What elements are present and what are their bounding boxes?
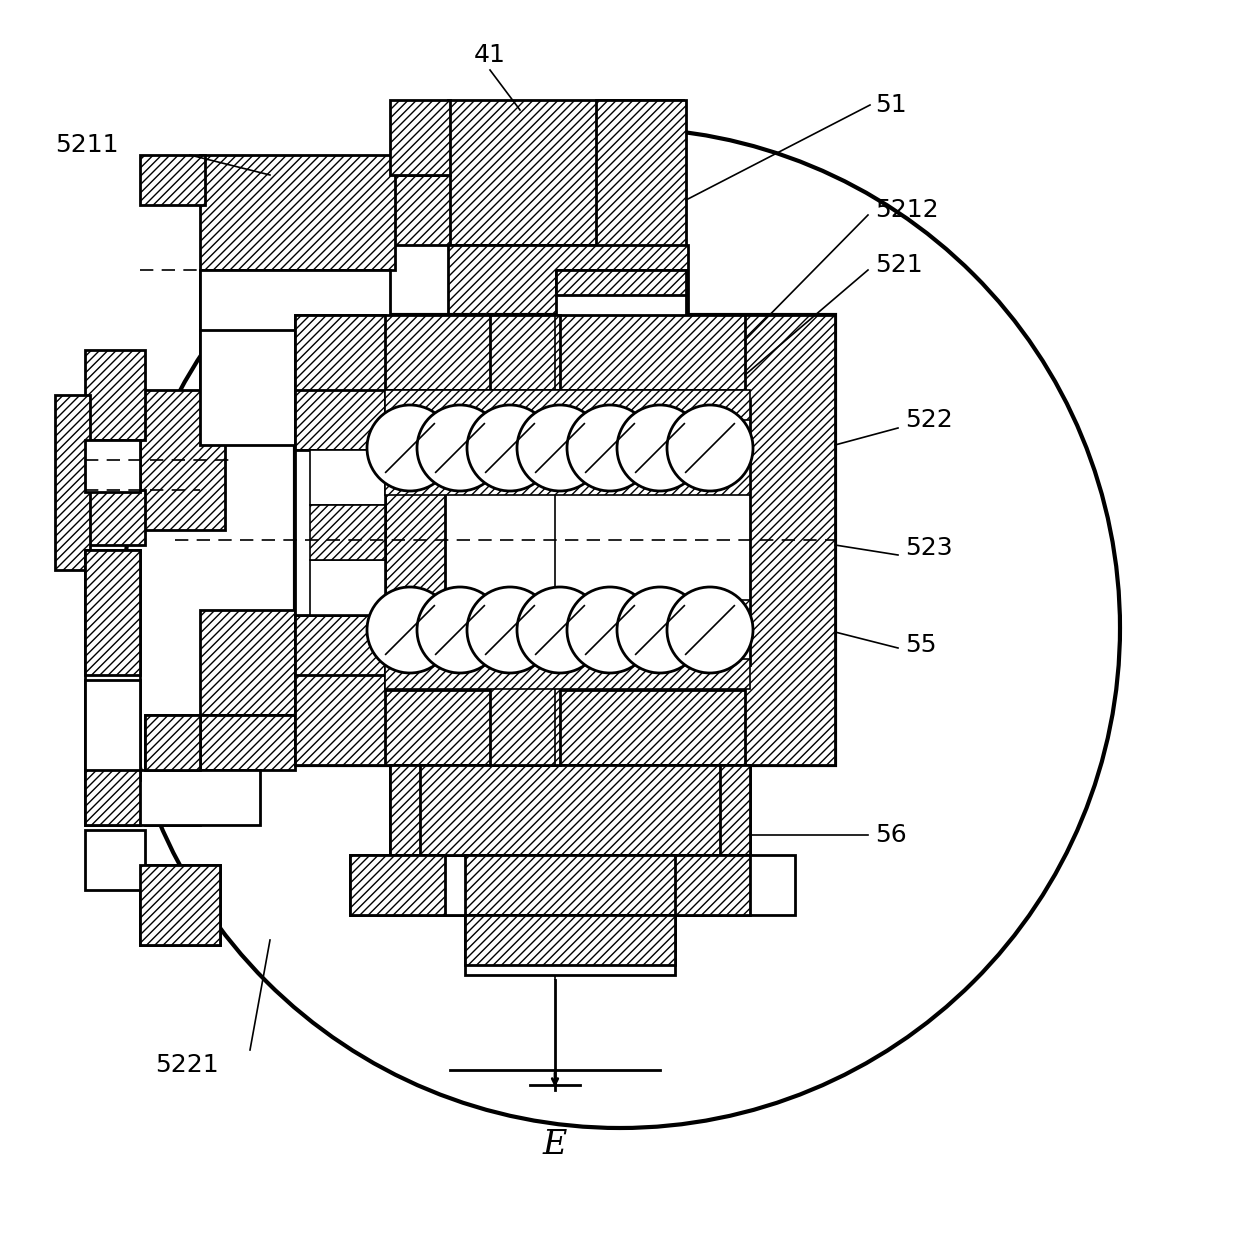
Bar: [140, 391, 224, 530]
Text: 521: 521: [875, 252, 923, 278]
Bar: [350, 855, 795, 916]
Text: 51: 51: [875, 93, 906, 117]
Circle shape: [367, 587, 453, 673]
Text: 5221: 5221: [155, 1053, 218, 1076]
Bar: [86, 770, 260, 825]
Bar: [711, 765, 750, 855]
Bar: [384, 659, 750, 690]
Bar: [556, 270, 686, 295]
Bar: [465, 855, 675, 916]
Circle shape: [517, 587, 603, 673]
Bar: [145, 715, 200, 770]
Circle shape: [618, 404, 703, 491]
Text: 56: 56: [875, 823, 906, 847]
Circle shape: [467, 404, 553, 491]
Circle shape: [467, 587, 553, 673]
Bar: [465, 916, 675, 965]
Bar: [465, 916, 675, 975]
Bar: [55, 394, 91, 570]
Bar: [745, 315, 835, 765]
Text: 41: 41: [474, 43, 506, 67]
Bar: [86, 350, 145, 440]
Bar: [384, 391, 750, 420]
Circle shape: [667, 587, 753, 673]
Bar: [384, 467, 750, 495]
Circle shape: [120, 128, 1120, 1128]
Bar: [140, 865, 219, 945]
Bar: [86, 679, 140, 780]
Bar: [200, 330, 295, 391]
Bar: [200, 270, 300, 445]
Bar: [596, 100, 686, 300]
Bar: [295, 615, 384, 674]
Bar: [295, 315, 384, 765]
Bar: [86, 550, 140, 770]
Bar: [86, 830, 145, 891]
Bar: [420, 765, 720, 855]
Text: 5211: 5211: [55, 133, 119, 157]
Bar: [86, 490, 145, 545]
Bar: [310, 505, 384, 560]
Bar: [384, 391, 445, 674]
Circle shape: [667, 404, 753, 491]
Bar: [391, 765, 750, 855]
Bar: [295, 450, 384, 615]
Bar: [350, 855, 445, 916]
Bar: [310, 560, 384, 615]
Text: 5212: 5212: [875, 198, 939, 222]
Text: 522: 522: [905, 408, 952, 432]
Bar: [391, 175, 450, 245]
Bar: [295, 690, 835, 765]
Bar: [86, 770, 140, 825]
Bar: [145, 770, 200, 825]
Bar: [295, 315, 835, 391]
Bar: [490, 674, 560, 765]
Bar: [490, 315, 560, 391]
Bar: [384, 399, 750, 664]
Bar: [140, 865, 219, 945]
Bar: [200, 270, 391, 330]
Circle shape: [417, 587, 503, 673]
Bar: [200, 154, 396, 270]
Text: 523: 523: [905, 536, 952, 560]
Bar: [384, 600, 750, 628]
Bar: [391, 765, 430, 855]
Bar: [556, 270, 686, 320]
Bar: [295, 391, 384, 450]
Bar: [448, 245, 688, 315]
Bar: [145, 715, 200, 770]
Bar: [391, 100, 450, 175]
Bar: [140, 154, 205, 205]
Circle shape: [517, 404, 603, 491]
Bar: [310, 450, 384, 505]
Bar: [200, 715, 295, 770]
Circle shape: [417, 404, 503, 491]
Circle shape: [618, 587, 703, 673]
Bar: [200, 610, 295, 715]
Circle shape: [367, 404, 453, 491]
Bar: [655, 855, 750, 916]
Circle shape: [567, 404, 653, 491]
Circle shape: [567, 587, 653, 673]
Bar: [295, 315, 835, 765]
Bar: [86, 440, 140, 492]
Bar: [420, 765, 720, 916]
Bar: [86, 550, 140, 674]
Text: 55: 55: [905, 633, 936, 657]
Text: E: E: [543, 1129, 567, 1161]
Bar: [448, 100, 683, 245]
